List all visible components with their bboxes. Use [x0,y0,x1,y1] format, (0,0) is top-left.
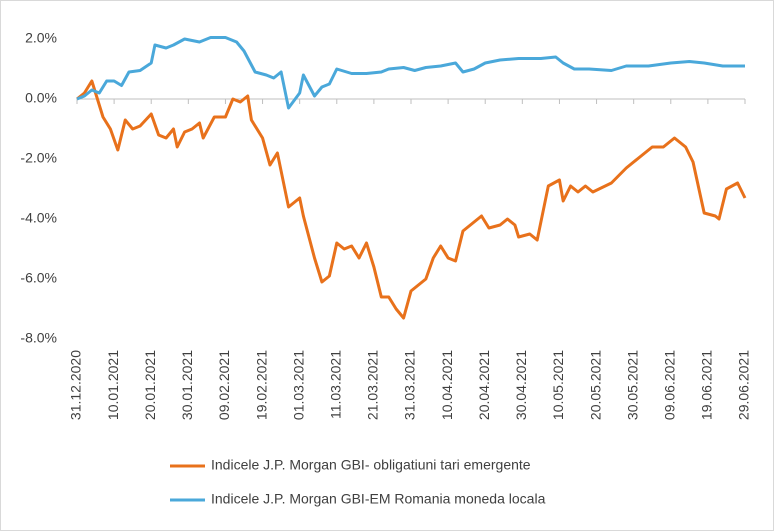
x-tick-label: 30.05.2021 [624,350,640,420]
x-tick-label: 30.01.2021 [179,350,195,420]
x-tick-label: 09.02.2021 [216,350,232,420]
y-tick-label: -4.0% [20,210,57,226]
x-tick-label: 30.04.2021 [513,350,529,420]
x-tick-label: 31.12.2020 [68,350,84,420]
y-tick-label: 2.0% [25,30,57,46]
x-tick-label: 19.06.2021 [699,350,715,420]
x-tick-label: 11.03.2021 [327,350,343,419]
y-tick-label: -2.0% [20,150,57,166]
x-tick-label: 20.01.2021 [142,350,158,420]
x-tick-label: 31.03.2021 [402,350,418,420]
y-tick-label: -6.0% [20,270,57,286]
legend-label: Indicele J.P. Morgan GBI- obligatiuni ta… [211,457,531,473]
x-tick-label: 20.04.2021 [476,350,492,420]
x-tick-label: 09.06.2021 [661,350,677,420]
x-tick-label: 01.03.2021 [290,350,306,420]
legend-label: Indicele J.P. Morgan GBI-EM Romania mone… [211,491,546,507]
x-tick-label: 20.05.2021 [587,350,603,420]
x-tick-label: 29.06.2021 [736,350,752,420]
y-tick-label: 0.0% [25,90,57,106]
series-line [76,79,747,320]
x-tick-label: 19.02.2021 [253,350,269,420]
series-line [76,36,745,110]
x-tick-label: 21.03.2021 [365,350,381,420]
x-tick-label: 10.01.2021 [105,350,121,420]
y-tick-label: -8.0% [20,330,57,346]
x-tick-label: 10.05.2021 [550,350,566,420]
x-tick-label: 10.04.2021 [439,350,455,420]
